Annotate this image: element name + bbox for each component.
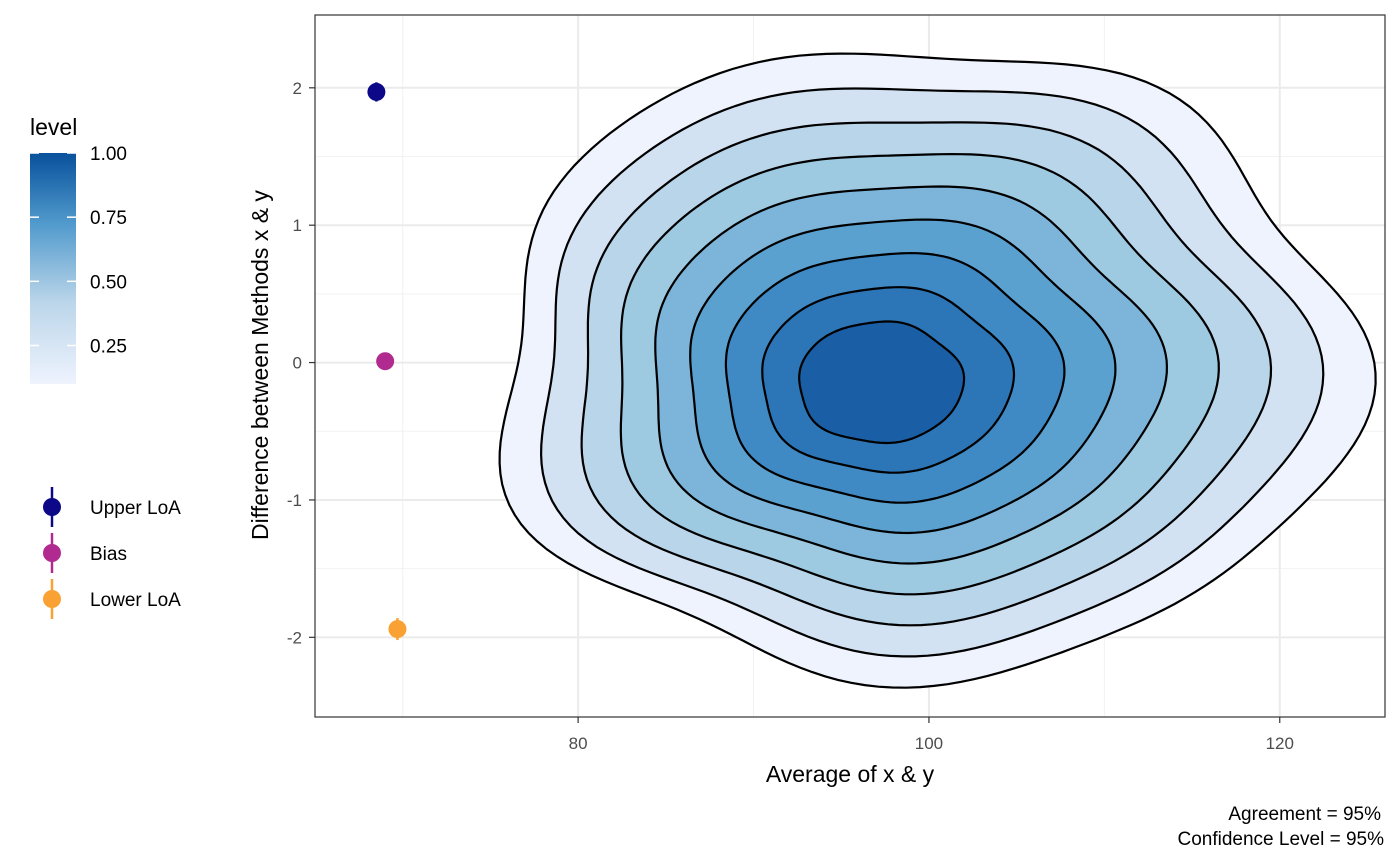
- fill-legend-colorbar: [30, 153, 76, 384]
- x-tick-label: 100: [915, 734, 943, 753]
- y-tick-label: -1: [287, 491, 302, 510]
- y-tick-label: -2: [287, 628, 302, 647]
- upper-loa-point: [367, 82, 386, 101]
- bias-point: [376, 352, 395, 371]
- point-legend: Upper LoA Bias Lower LoA: [43, 487, 181, 619]
- x-axis-title: Average of x & y: [766, 761, 935, 787]
- density-contours: [498, 52, 1377, 689]
- fill-legend-ticks: 1.00 0.75 0.50 0.25: [30, 144, 127, 358]
- colorbar-label: 1.00: [90, 144, 127, 165]
- fill-legend-title: level: [30, 114, 77, 140]
- colorbar-label: 0.50: [90, 272, 127, 293]
- loa-points: [367, 82, 407, 641]
- caption-confidence: Confidence Level = 95%: [1177, 829, 1384, 850]
- colorbar-label: 0.25: [90, 337, 127, 358]
- y-tick-label: 2: [293, 79, 302, 98]
- legend-upper-loa-key: [43, 498, 61, 516]
- y-axis-title: Difference between Methods x & y: [247, 190, 273, 540]
- legend-upper-loa-label: Upper LoA: [90, 498, 181, 519]
- panel-border: [314, 14, 1386, 718]
- x-tick-label: 80: [569, 734, 588, 753]
- panel-frame: [314, 14, 1386, 718]
- x-tick-label: 120: [1266, 734, 1294, 753]
- density-contour-0.9: [798, 320, 966, 445]
- y-axis: -2 -1 0 1 2: [287, 79, 315, 647]
- lower-loa-point: [388, 620, 407, 639]
- legend-lower-loa-key: [43, 590, 61, 608]
- legend-bias-key: [43, 544, 61, 562]
- y-tick-label: 0: [293, 354, 302, 373]
- caption-agreement: Agreement = 95%: [1228, 804, 1381, 825]
- x-axis: 80 100 120: [569, 717, 1294, 753]
- legend-bias-label: Bias: [90, 544, 127, 565]
- colorbar-label: 0.75: [90, 208, 127, 229]
- y-tick-label: 1: [293, 216, 302, 235]
- fill-legend: level 1.00 0.75 0.50 0.25: [30, 114, 127, 384]
- legend-lower-loa-label: Lower LoA: [90, 590, 181, 611]
